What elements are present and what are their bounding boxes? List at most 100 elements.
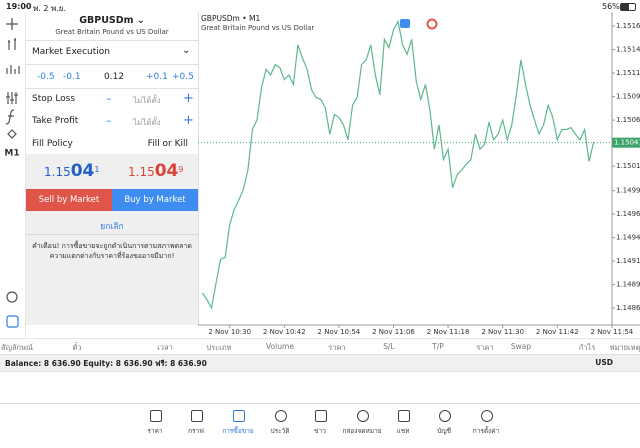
balance-row: Balance: 8 636.90 Equity: 8 636.90 ฟรี: … [0,354,640,372]
x-tick-label: 2 Nov 11:30 [481,328,524,336]
crosshair-icon[interactable] [6,18,18,30]
chart-subtitle: Great Britain Pound vs US Dollar [201,24,314,32]
minus-button[interactable]: – [106,114,112,127]
symbol[interactable]: GBPUSDm ⌄ [79,15,145,26]
column-header: S/L [383,342,395,351]
column-header: ประเภท [206,343,232,352]
sell-marker-icon[interactable] [426,18,438,30]
volume[interactable]: 0.12 [104,72,125,82]
column-header: สัญลักษณ์ [0,343,34,352]
y-tick-label: 1.15140 [616,46,640,54]
timeframe[interactable]: M1 [4,149,19,159]
x-tick-label: 2 Nov 10:42 [263,328,306,336]
fill-policy-value[interactable]: Fill or Kill [147,139,188,149]
toolbar-icons: M1 [4,18,20,328]
y-tick-label: 1.15165 [616,22,640,30]
stop-loss-label: Stop Loss [32,94,76,104]
price-area: 1.15041 1.15049 Sell by Market Buy by Ma… [26,154,198,325]
y-tick-label: 1.14940 [616,234,640,242]
volume-step[interactable]: +0.5 [172,72,194,82]
take-profit-value[interactable]: ไม่ได้ตั้ง [133,118,161,127]
tab-icon [398,410,410,422]
sell-button[interactable]: Sell by Market [26,189,112,211]
tab-icon [439,410,451,422]
battery-percent: 56% [602,2,620,11]
y-tick-label: 1.14890 [616,281,640,289]
function-icon[interactable] [5,109,15,125]
take-profit-label: Take Profit [32,116,79,126]
volume-step[interactable]: +0.1 [146,72,168,82]
volume-step[interactable]: -0.1 [63,72,81,82]
symbol-description: Great Britain Pound vs US Dollar [55,28,169,36]
divider [26,64,198,65]
order-panel: GBPUSDm ⌄ Great Britain Pound vs US Doll… [26,12,199,325]
current-price-box [612,137,640,148]
indicators-icon[interactable] [6,92,18,104]
divider [26,88,198,89]
chart-title: GBPUSDm • M1 [201,14,260,23]
ask-big: 04 [154,161,179,181]
bars-icon[interactable] [6,65,20,74]
tab-label[interactable]: การตั้งค่า [472,427,500,435]
tab-label[interactable]: กล่องจดหมาย [342,427,382,435]
fill-policy-label: Fill Policy [32,139,73,149]
y-tick-label: 1.15016 [616,162,640,170]
x-tick-label: 2 Nov 11:54 [591,328,634,336]
column-header: ราคา [328,343,346,352]
tab-label[interactable]: ราคา [147,427,163,435]
tab-label[interactable]: การซื้อขาย [222,427,254,435]
execution-type[interactable]: Market Execution [32,47,110,57]
symbol-name: GBPUSDm [79,15,134,26]
column-header: ราคา [476,343,494,352]
volume-step[interactable]: -0.5 [37,72,55,82]
tab-icon [315,410,327,422]
y-tick-label: 1.15115 [616,69,640,77]
tab-label[interactable]: ประวัติ [270,427,290,435]
y-tick-label: 1.14915 [616,257,640,265]
divider [26,234,198,235]
current-price-label: 1.15041 [614,139,640,147]
buy-marker-icon[interactable] [400,19,410,28]
balance-text: Balance: 8 636.90 Equity: 8 636.90 ฟรี: … [5,359,207,368]
minus-button[interactable]: – [106,92,112,105]
cancel-button[interactable]: ยกเลิก [100,222,124,232]
warning: คำเตือน! การซื้อขายจะถูกดำเนินการตามสภาพ… [32,242,192,260]
column-header: Swap [510,342,532,351]
x-tick-label: 2 Nov 10:30 [208,328,251,336]
bid-price: 1.15041 [44,161,99,181]
zoom-icon[interactable] [6,291,18,303]
tab-icon [191,410,203,422]
plus-button[interactable]: + [183,91,194,106]
column-header: เวลา [157,343,173,352]
tab-label[interactable]: ข่าว [314,427,326,435]
x-tick-label: 2 Nov 10:54 [318,328,361,336]
status-time: 19:00 [6,2,32,11]
bid-main: 1.15 [44,165,71,179]
tab-label[interactable]: กราฟ [188,427,204,435]
tab-label[interactable]: บัญชี [436,427,452,435]
tab-label[interactable]: แชท [396,427,410,435]
trade-icon[interactable] [6,315,19,328]
tab-icon [275,410,287,422]
tab-icon [150,410,162,422]
x-tick-label: 2 Nov 11:42 [536,328,579,336]
column-header: หมายเหตุ [609,343,640,352]
price-line [201,19,595,310]
column-header: T/P [432,342,444,351]
buy-button[interactable]: Buy by Market [112,189,198,211]
stop-loss-value[interactable]: ไม่ได้ตั้ง [133,96,161,105]
plus-button[interactable]: + [183,113,194,128]
candles-icon[interactable] [8,38,16,50]
x-tick-label: 2 Nov 11:06 [372,328,415,336]
bid-small: 1 [94,165,100,174]
x-tick-label: 2 Nov 11:18 [427,328,470,336]
tab-icon [481,410,493,422]
objects-icon[interactable] [7,129,17,139]
column-header: กำไร [578,343,596,352]
bid-big: 04 [70,161,95,181]
ask-small: 9 [178,165,184,174]
divider [26,40,198,41]
y-tick-label: 1.15090 [616,93,640,101]
tab-bar: ราคา กราฟ การซื้อขาย ประวัติ ข่าว กล่องจดหมาย… [0,403,640,448]
